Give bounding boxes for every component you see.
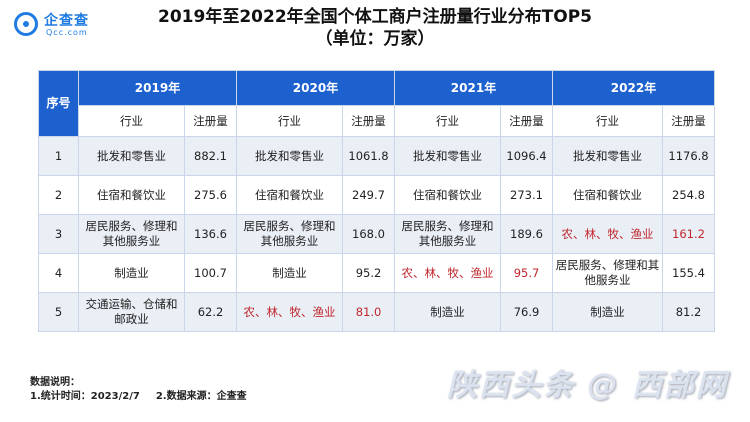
- industry-cell: 住宿和餐饮业: [394, 175, 501, 215]
- count-header: 注册量: [500, 105, 553, 137]
- count-header: 注册量: [184, 105, 237, 137]
- page-title: 2019年至2022年全国个体工商户注册量行业分布TOP5: [158, 7, 592, 27]
- table-row: 1 批发和零售业 882.1 批发和零售业 1061.8 批发和零售业 1096.4 批发和零…: [38, 136, 715, 176]
- year-header-2021: 2021年: [394, 70, 553, 106]
- count-cell: 95.7: [500, 253, 553, 293]
- year-header-2022: 2022年: [552, 70, 715, 106]
- industry-cell: 农、林、牧、渔业: [236, 292, 343, 332]
- row-index: 1: [38, 136, 79, 176]
- data-notes: 数据说明： 1.统计时间：2023/2/7 2.数据来源：企查查: [30, 376, 247, 404]
- brand-domain: Qcc.com: [46, 28, 88, 37]
- page-subtitle: （单位：万家）: [315, 29, 435, 49]
- count-cell: 155.4: [662, 253, 715, 293]
- table-row: 4 制造业 100.7 制造业 95.2 农、林、牧、渔业 95.7 居民服务、修理和其他服务…: [38, 253, 715, 293]
- count-cell: 254.8: [662, 175, 715, 215]
- count-cell: 1096.4: [500, 136, 553, 176]
- count-cell: 81.2: [662, 292, 715, 332]
- industry-cell: 批发和零售业: [236, 136, 343, 176]
- industry-cell: 居民服务、修理和其他服务业: [236, 214, 343, 254]
- industry-cell: 住宿和餐饮业: [78, 175, 185, 215]
- count-cell: 62.2: [184, 292, 237, 332]
- industry-cell: 交通运输、仓储和邮政业: [78, 292, 185, 332]
- industry-cell: 制造业: [552, 292, 663, 332]
- row-index: 4: [38, 253, 79, 293]
- count-cell: 81.0: [342, 292, 395, 332]
- industry-cell: 批发和零售业: [394, 136, 501, 176]
- count-cell: 882.1: [184, 136, 237, 176]
- count-cell: 275.6: [184, 175, 237, 215]
- industry-header: 行业: [236, 105, 343, 137]
- industry-cell: 批发和零售业: [78, 136, 185, 176]
- qcc-logo-icon: [14, 12, 38, 36]
- count-cell: 168.0: [342, 214, 395, 254]
- brand-name: 企查查: [44, 13, 89, 29]
- row-index: 2: [38, 175, 79, 215]
- qcc-logo: 企查查 Qcc.com: [14, 10, 106, 40]
- industry-cell: 制造业: [78, 253, 185, 293]
- industry-cell: 批发和零售业: [552, 136, 663, 176]
- industry-cell: 制造业: [394, 292, 501, 332]
- notes-source: 2.数据来源：企查查: [155, 391, 247, 402]
- count-header: 注册量: [662, 105, 715, 137]
- industry-cell: 住宿和餐饮业: [236, 175, 343, 215]
- industry-header: 行业: [394, 105, 501, 137]
- table-body: 1 批发和零售业 882.1 批发和零售业 1061.8 批发和零售业 1096.4 批发和零…: [38, 136, 715, 332]
- industry-cell: 制造业: [236, 253, 343, 293]
- count-cell: 76.9: [500, 292, 553, 332]
- index-header: 序号: [38, 70, 79, 137]
- industry-header: 行业: [552, 105, 663, 137]
- industry-cell: 居民服务、修理和其他服务业: [78, 214, 185, 254]
- count-cell: 100.7: [184, 253, 237, 293]
- table-row: 3 居民服务、修理和其他服务业 136.6 居民服务、修理和其他服务业 168.0 居民服…: [38, 214, 715, 254]
- industry-cell: 农、林、牧、渔业: [394, 253, 501, 293]
- industry-cell: 农、林、牧、渔业: [552, 214, 663, 254]
- count-cell: 136.6: [184, 214, 237, 254]
- count-cell: 249.7: [342, 175, 395, 215]
- top5-table: 序号 2019年 2020年 2021年 2022年 行业 注册量 行业 注册量…: [38, 70, 715, 332]
- count-cell: 1061.8: [342, 136, 395, 176]
- notes-stat-time: 1.统计时间：2023/2/7: [30, 391, 140, 402]
- count-cell: 189.6: [500, 214, 553, 254]
- industry-cell: 住宿和餐饮业: [552, 175, 663, 215]
- table-row: 2 住宿和餐饮业 275.6 住宿和餐饮业 249.7 住宿和餐饮业 273.1 住宿和餐饮业…: [38, 175, 715, 215]
- notes-heading: 数据说明：: [30, 377, 80, 388]
- industry-header: 行业: [78, 105, 185, 137]
- row-index: 5: [38, 292, 79, 332]
- table-row: 5 交通运输、仓储和邮政业 62.2 农、林、牧、渔业 81.0 制造业 76.9 制造业 81…: [38, 292, 715, 332]
- industry-cell: 居民服务、修理和其他服务业: [394, 214, 501, 254]
- count-cell: 273.1: [500, 175, 553, 215]
- watermark: 陕西头条 @ 西部网: [447, 368, 728, 403]
- count-cell: 1176.8: [662, 136, 715, 176]
- count-cell: 161.2: [662, 214, 715, 254]
- count-header: 注册量: [342, 105, 395, 137]
- row-index: 3: [38, 214, 79, 254]
- count-cell: 95.2: [342, 253, 395, 293]
- industry-cell: 居民服务、修理和其他服务业: [552, 253, 663, 293]
- year-header-2019: 2019年: [78, 70, 237, 106]
- year-header-2020: 2020年: [236, 70, 395, 106]
